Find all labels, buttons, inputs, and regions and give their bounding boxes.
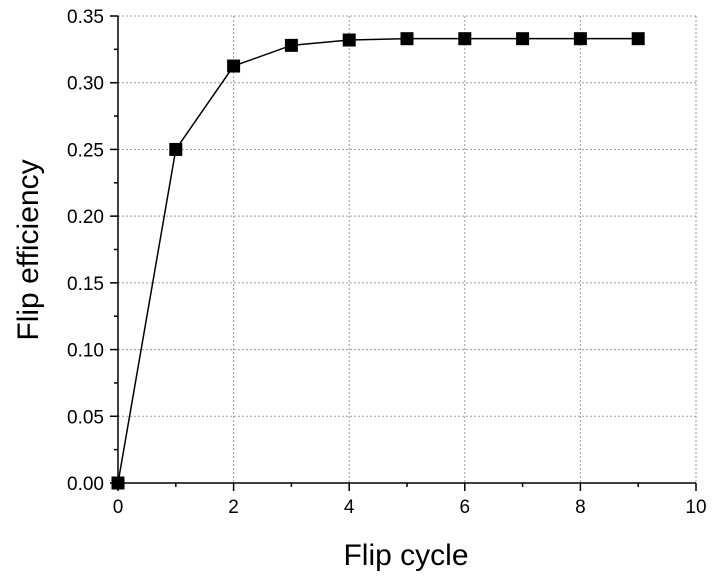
x-axis-title: Flip cycle xyxy=(343,539,468,572)
data-point-marker xyxy=(516,32,530,46)
data-point-marker xyxy=(342,33,356,47)
data-point-marker xyxy=(111,476,125,490)
series-line xyxy=(117,37,639,484)
y-axis-title: Flip efficiency xyxy=(12,159,45,340)
grid xyxy=(118,15,697,483)
data-point-marker xyxy=(400,32,414,46)
data-point-marker xyxy=(169,142,183,156)
x-tick-label: 6 xyxy=(460,497,471,518)
y-tick-label: 0.00 xyxy=(67,474,104,495)
data-point-marker xyxy=(284,38,298,52)
ticks: 0 2 4 6 8 10 0.00 0.05 0.10 0.15 0.20 0.25 0.30 0.35 xyxy=(67,7,707,518)
data-point-marker xyxy=(227,59,241,73)
y-tick-label: 0.35 xyxy=(67,7,104,28)
data-point-marker xyxy=(631,32,645,46)
y-tick-label: 0.10 xyxy=(67,341,104,362)
y-tick-label: 0.20 xyxy=(67,207,104,228)
series xyxy=(111,32,645,490)
y-tick-label: 0.05 xyxy=(67,407,104,428)
axes xyxy=(117,16,696,484)
y-tick-label: 0.25 xyxy=(67,140,104,161)
x-tick-label: 2 xyxy=(228,497,239,518)
x-tick-label: 0 xyxy=(113,497,124,518)
data-point-marker xyxy=(458,32,472,46)
y-tick-label: 0.30 xyxy=(67,74,104,95)
data-point-marker xyxy=(573,32,587,46)
y-tick-label: 0.15 xyxy=(67,274,104,295)
x-tick-label: 4 xyxy=(344,497,355,518)
x-tick-label: 10 xyxy=(685,497,706,518)
x-tick-label: 8 xyxy=(575,497,586,518)
